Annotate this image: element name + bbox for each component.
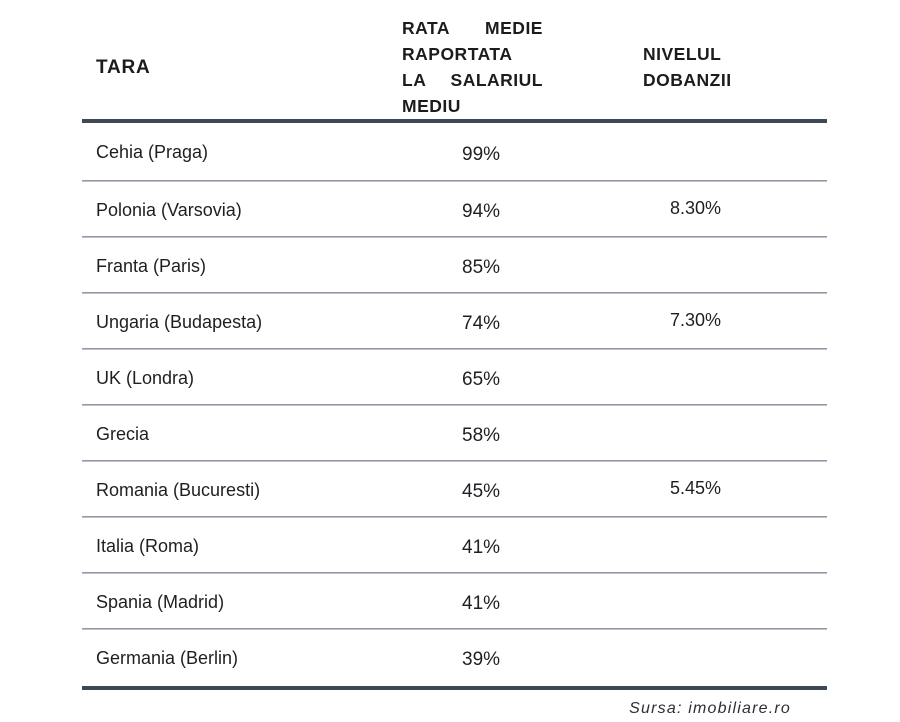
table-row: Polonia (Varsovia) 94% 8.30% <box>82 182 827 238</box>
source-credit-text: Sursa: imobiliare.ro <box>629 700 791 717</box>
table-header: TARA RATA MEDIE RAPORTATA LA SALARIUL ME… <box>82 0 827 119</box>
country-cell: Polonia (Varsovia) <box>96 199 242 220</box>
column-header-rate-line: LA SALARIUL <box>402 70 543 90</box>
column-header-interest: NIVELUL DOBANZII <box>643 41 732 93</box>
interest-cell: 7.30% <box>670 309 722 330</box>
column-header-rate-line: RATA MEDIE <box>402 18 543 38</box>
column-header-rate-line: RAPORTATA <box>402 44 513 64</box>
table-row: Romania (Bucuresti) 45% 5.45% <box>82 462 827 518</box>
table-body: Cehia (Praga) 99% Polonia (Varsovia) 94%… <box>82 123 827 686</box>
rate-cell: 94% <box>462 201 501 222</box>
country-cell: Franta (Paris) <box>96 255 207 276</box>
table-row: Cehia (Praga) 99% <box>82 123 827 182</box>
table-row: Franta (Paris) 85% <box>82 238 827 294</box>
table-row: UK (Londra) 65% <box>82 350 827 406</box>
country-cell: Italia (Roma) <box>96 535 200 556</box>
rate-cell: 58% <box>462 425 501 446</box>
column-header-interest-line: DOBANZII <box>643 70 732 90</box>
table-row: Italia (Roma) 41% <box>82 518 827 574</box>
column-header-rate-line: MEDIU <box>402 96 461 116</box>
rate-cell: 45% <box>462 481 501 502</box>
table-row: Ungaria (Budapesta) 74% 7.30% <box>82 294 827 350</box>
country-cell: Romania (Bucuresti) <box>96 479 261 500</box>
header-rule <box>82 119 827 123</box>
rate-cell: 39% <box>462 649 501 670</box>
country-cell: UK (Londra) <box>96 367 195 388</box>
interest-cell: 5.45% <box>670 477 722 498</box>
table-row: Germania (Berlin) 39% <box>82 630 827 686</box>
rate-cell: 41% <box>462 593 501 614</box>
rate-cell: 74% <box>462 313 501 334</box>
rate-cell: 85% <box>462 257 501 278</box>
country-cell: Germania (Berlin) <box>96 647 239 668</box>
rate-cell: 99% <box>462 143 501 165</box>
table-row: Spania (Madrid) 41% <box>82 574 827 630</box>
mortgage-rate-table: TARA RATA MEDIE RAPORTATA LA SALARIUL ME… <box>82 0 827 718</box>
country-cell: Ungaria (Budapesta) <box>96 311 263 332</box>
column-header-country: TARA <box>96 57 151 78</box>
table-row: Grecia 58% <box>82 406 827 462</box>
footer-rule <box>82 686 827 690</box>
country-cell: Grecia <box>96 423 150 444</box>
rate-cell: 65% <box>462 369 501 390</box>
interest-cell: 8.30% <box>670 197 722 218</box>
column-header-interest-line: NIVELUL <box>643 44 722 64</box>
rate-cell: 41% <box>462 537 501 558</box>
source-credit: Sursa: imobiliare.ro <box>82 700 827 718</box>
column-header-rate: RATA MEDIE RAPORTATA LA SALARIUL MEDIU <box>402 15 543 119</box>
country-cell: Spania (Madrid) <box>96 591 225 612</box>
country-cell: Cehia (Praga) <box>96 142 209 162</box>
